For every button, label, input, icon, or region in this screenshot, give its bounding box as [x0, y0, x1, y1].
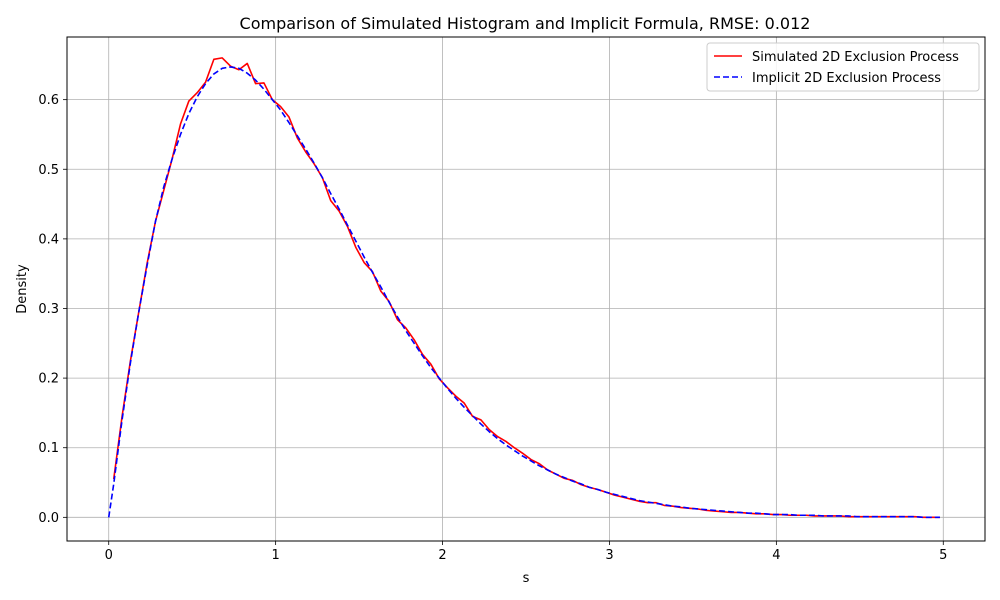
y-tick-label: 0.1	[38, 441, 59, 456]
y-tick-label: 0.3	[38, 302, 59, 317]
legend-box	[706, 42, 980, 92]
x-tick-label: 5	[939, 548, 947, 563]
x-tick-label: 2	[438, 548, 446, 563]
x-axis-label: s	[523, 571, 530, 586]
x-tick-label: 0	[105, 548, 113, 563]
x-tick-label: 3	[605, 548, 613, 563]
legend-label-simulated: Simulated 2D Exclusion Process	[752, 50, 959, 65]
y-tick-label: 0.0	[38, 511, 59, 526]
y-tick-label: 0.4	[38, 232, 59, 247]
y-axis-label: Density	[15, 264, 30, 314]
plot-frame	[66, 36, 986, 542]
x-axis: 0 1 2 3 4 5	[105, 541, 947, 563]
grid	[67, 37, 985, 541]
x-tick-label: 1	[271, 548, 279, 563]
y-axis: 0.0 0.1 0.2 0.3 0.4 0.5 0.6	[38, 93, 67, 526]
legend: Simulated 2D Exclusion Process Implicit …	[706, 42, 980, 92]
series-layer	[107, 57, 940, 519]
x-tick-label: 4	[772, 548, 780, 563]
chart-title: Comparison of Simulated Histogram and Im…	[240, 14, 811, 33]
legend-label-implicit: Implicit 2D Exclusion Process	[752, 71, 941, 86]
series-line-simulated	[112, 57, 940, 519]
y-tick-label: 0.5	[38, 163, 59, 178]
y-tick-label: 0.2	[38, 372, 59, 387]
series-line-implicit	[107, 66, 940, 519]
y-tick-label: 0.6	[38, 93, 59, 108]
